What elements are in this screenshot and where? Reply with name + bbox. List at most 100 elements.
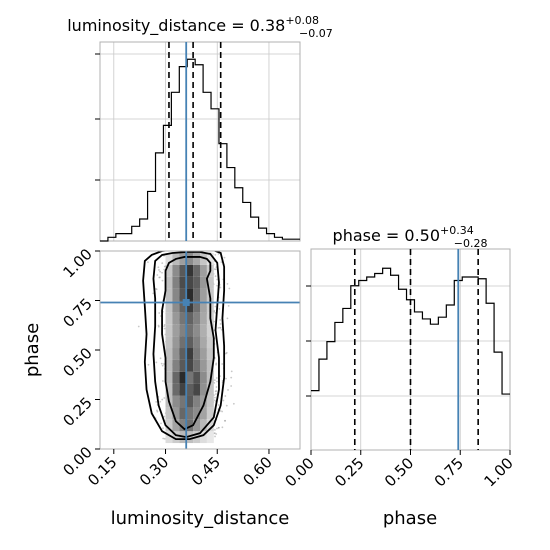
sample-point bbox=[161, 380, 164, 382]
sample-point bbox=[163, 325, 166, 328]
sample-point bbox=[159, 276, 161, 279]
density-cell bbox=[186, 395, 194, 408]
sample-point bbox=[161, 279, 164, 282]
density-cell bbox=[172, 348, 180, 360]
joint-xtick-label: 0.30 bbox=[136, 453, 172, 489]
density-cell bbox=[200, 348, 207, 360]
sample-point bbox=[221, 363, 224, 365]
density-cell bbox=[165, 264, 173, 277]
density-cell bbox=[165, 359, 173, 372]
density-cell bbox=[206, 407, 214, 420]
density-cell bbox=[179, 359, 187, 372]
sample-point bbox=[228, 287, 231, 290]
phase-xtick-label: 0.25 bbox=[331, 454, 367, 490]
density-cell bbox=[179, 407, 187, 420]
density-contour bbox=[152, 251, 220, 439]
sample-point bbox=[161, 398, 164, 401]
sample-point bbox=[217, 426, 220, 429]
sample-point bbox=[163, 437, 166, 440]
density-cell bbox=[193, 276, 200, 289]
sample-point bbox=[223, 256, 226, 259]
density-cell bbox=[186, 359, 194, 372]
density-cell bbox=[165, 383, 173, 396]
density-cell bbox=[193, 252, 200, 265]
joint-truth-marker bbox=[182, 298, 190, 306]
density-cell bbox=[165, 336, 173, 349]
density-cell bbox=[193, 324, 200, 337]
density-cell bbox=[186, 371, 194, 384]
sample-point bbox=[224, 395, 227, 397]
density-cell bbox=[200, 419, 207, 432]
phase-histogram-panel: phase = 0.50+0.34 −0.28 0.00 0.25 0.50 0.75 1… bbox=[281, 224, 516, 529]
density-cell bbox=[193, 383, 200, 396]
sample-point bbox=[225, 377, 227, 380]
sample-point bbox=[157, 325, 160, 328]
joint-xtick-label: 0.45 bbox=[188, 453, 224, 489]
density-cell bbox=[206, 348, 214, 360]
phase-title-upper: +0.34 bbox=[440, 224, 474, 237]
density-cell bbox=[172, 371, 180, 384]
sample-point bbox=[163, 268, 166, 271]
sample-point bbox=[217, 404, 220, 406]
density-cell bbox=[179, 419, 187, 432]
ld-title-lower: −0.07 bbox=[299, 27, 333, 40]
density-cell bbox=[186, 312, 194, 325]
sample-point bbox=[217, 252, 220, 255]
ld-histogram-panel: luminosity_distance = 0.38+0.08 −0.07 bbox=[67, 14, 333, 242]
density-cell bbox=[165, 276, 173, 289]
density-cell bbox=[186, 300, 194, 313]
density-cell bbox=[206, 383, 214, 396]
density-cell bbox=[200, 252, 207, 265]
sample-point bbox=[163, 415, 166, 418]
density-cell bbox=[206, 359, 214, 372]
sample-point bbox=[225, 404, 228, 407]
density-cell bbox=[179, 383, 187, 396]
sample-point bbox=[159, 270, 162, 273]
sample-point bbox=[215, 393, 217, 395]
density-cell bbox=[200, 288, 207, 301]
density-cell bbox=[172, 431, 180, 444]
density-cell bbox=[179, 312, 187, 325]
density-cell bbox=[172, 276, 180, 289]
sample-point bbox=[214, 275, 217, 278]
density-cell bbox=[200, 371, 207, 384]
sample-point bbox=[213, 399, 216, 402]
sample-point bbox=[227, 304, 230, 307]
sample-point bbox=[216, 284, 218, 287]
phase-xtick-label: 1.00 bbox=[480, 454, 516, 490]
sample-point bbox=[147, 261, 149, 264]
density-cell bbox=[186, 276, 194, 289]
density-cell bbox=[193, 395, 200, 408]
density-cell bbox=[172, 324, 180, 337]
density-cell bbox=[179, 371, 187, 384]
sample-point bbox=[227, 389, 229, 391]
density-cell bbox=[193, 264, 200, 277]
sample-point bbox=[163, 397, 166, 399]
density-cell bbox=[193, 359, 200, 372]
sample-point bbox=[214, 268, 217, 271]
density-cell bbox=[193, 312, 200, 325]
sample-point bbox=[215, 377, 218, 379]
sample-point bbox=[159, 400, 162, 403]
density-cell bbox=[165, 324, 173, 337]
sample-point bbox=[147, 363, 150, 366]
density-cell bbox=[186, 383, 194, 396]
density-cell bbox=[186, 419, 194, 432]
density-cell bbox=[165, 288, 173, 301]
density-cell bbox=[193, 336, 200, 349]
sample-point bbox=[159, 357, 162, 360]
sample-point bbox=[137, 325, 140, 328]
joint-xtick-label: 0.60 bbox=[239, 453, 275, 489]
sample-point bbox=[221, 410, 224, 413]
density-cell bbox=[165, 252, 173, 265]
ld-hist-frame bbox=[99, 41, 301, 242]
density-cell bbox=[206, 431, 214, 444]
sample-point bbox=[218, 308, 221, 310]
sample-point bbox=[162, 427, 164, 430]
density-cell bbox=[206, 336, 214, 349]
sample-point bbox=[219, 286, 222, 289]
sample-point bbox=[226, 317, 229, 320]
density-cell bbox=[179, 348, 187, 360]
density-cell bbox=[206, 252, 214, 265]
